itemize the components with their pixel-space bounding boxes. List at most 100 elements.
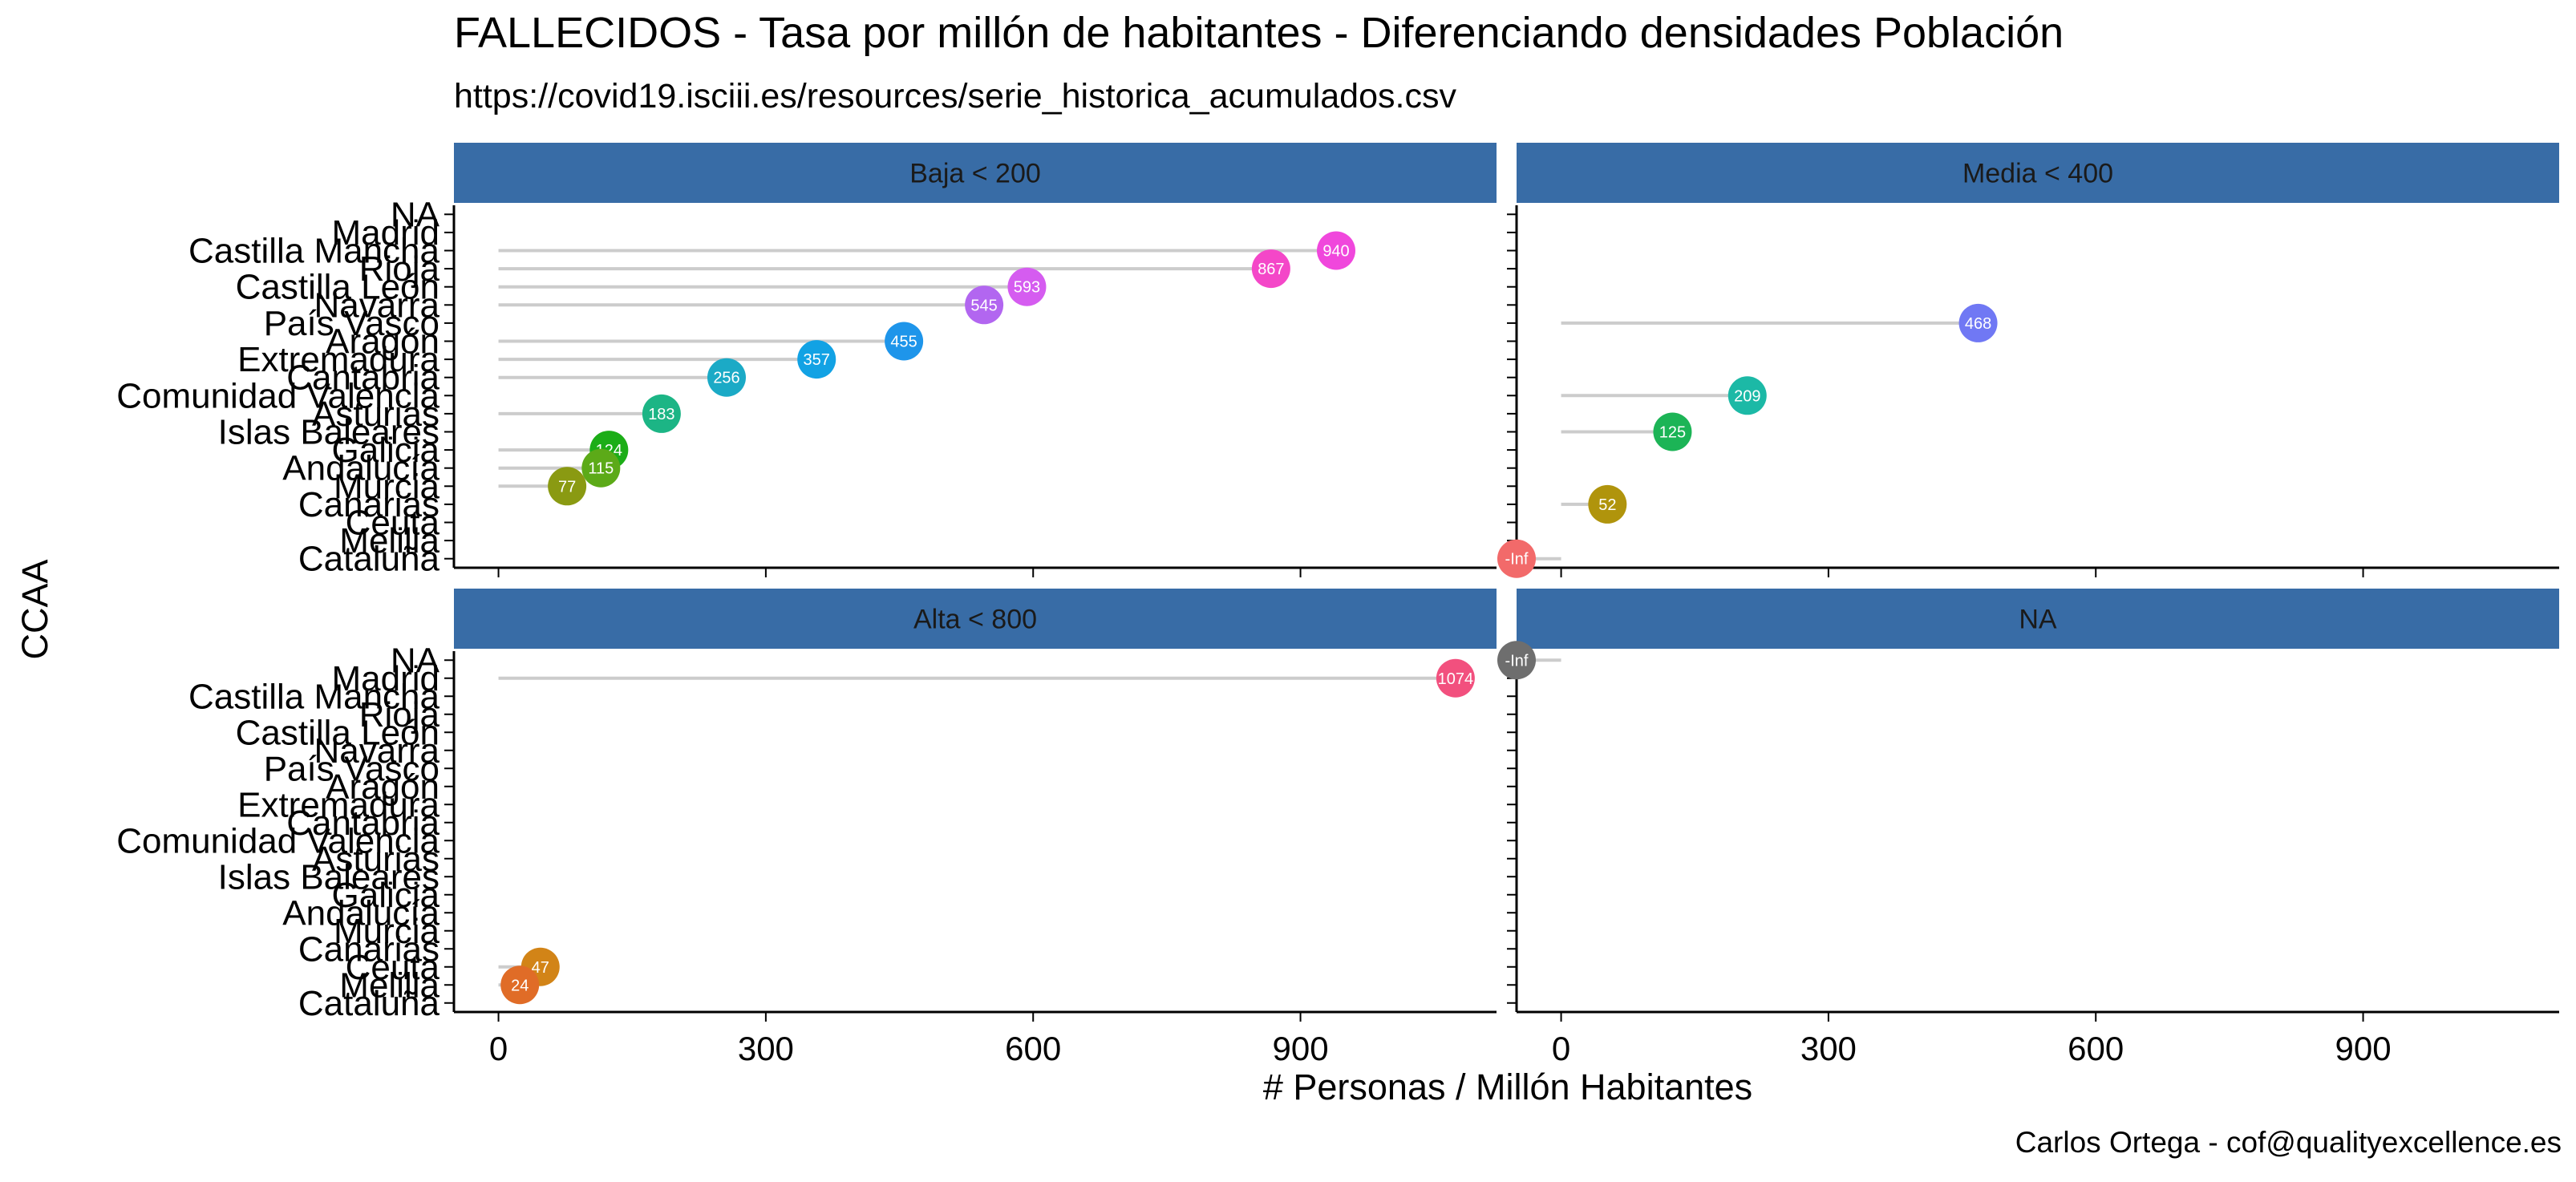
data-label-baja-200-andalucia: 115 <box>588 460 614 478</box>
point-media-400-pais-vasco <box>1958 303 1998 342</box>
y-tick-label-baja-200-murcia: Murcia <box>334 467 440 506</box>
point-na-na <box>1497 641 1536 680</box>
point-media-400-cataluna <box>1497 539 1536 578</box>
facet-strip-media-400 <box>1517 143 2559 203</box>
point-alta-800-madrid <box>1436 658 1475 698</box>
x-tick-label-alta-800-900: 900 <box>1273 1030 1329 1067</box>
point-alta-800-melilla <box>500 965 540 1005</box>
chart-subtitle: https://covid19.isciii.es/resources/seri… <box>454 77 1456 115</box>
point-baja-200-castilla-mancha <box>1317 231 1355 270</box>
y-tick-label-alta-800-murcia: Murcia <box>334 912 440 951</box>
y-tick-label-alta-800-cataluna: Cataluña <box>298 984 440 1023</box>
y-tick-label-baja-200-melilla: Melilla <box>339 521 439 561</box>
data-label-alta-800-madrid: 1074 <box>1438 670 1474 688</box>
y-tick-label-baja-200-cantabria: Cantabria <box>286 358 439 398</box>
facet-strip-label-na: NA <box>2019 605 2057 635</box>
y-tick-label-baja-200-ceuta: Ceuta <box>346 504 440 543</box>
y-tick-label-alta-800-castilla-mancha: Castilla Mancha <box>188 677 440 716</box>
y-tick-label-baja-200-aragon: Aragón <box>326 322 439 362</box>
y-tick-label-baja-200-extremadura: Extremadura <box>237 340 439 379</box>
data-label-baja-200-castilla-mancha: 940 <box>1322 243 1349 261</box>
facet-strip-label-media-400: Media < 400 <box>1962 159 2113 189</box>
y-axis-title: CCAA <box>14 559 55 660</box>
y-tick-label-alta-800-canarias: Canarias <box>298 929 439 969</box>
y-tick-label-baja-200-pais-vasco: País Vasco <box>264 304 439 343</box>
point-baja-200-extremadura <box>797 340 836 379</box>
y-tick-label-alta-800-galicia: Galicia <box>332 876 440 915</box>
y-tick-label-baja-200-andalucia: Andalucía <box>282 449 439 488</box>
x-tick-label-alta-800-0: 0 <box>489 1030 508 1067</box>
y-tick-label-baja-200-madrid: Madrid <box>332 213 440 253</box>
data-label-media-400-pais-vasco: 468 <box>1965 315 1991 333</box>
data-label-baja-200-navarra: 545 <box>970 297 997 314</box>
y-tick-label-alta-800-andalucia: Andalucía <box>282 893 439 933</box>
y-tick-label-alta-800-asturias: Asturias <box>312 840 439 879</box>
y-tick-label-baja-200-navarra: Navarra <box>314 285 440 325</box>
y-tick-label-alta-800-madrid: Madrid <box>332 659 440 698</box>
data-label-baja-200-cantabria: 256 <box>713 370 739 387</box>
data-label-na-na: -Inf <box>1505 652 1529 670</box>
point-media-400-canarias <box>1588 484 1627 524</box>
point-baja-200-castilla-leon <box>1007 267 1047 306</box>
y-tick-label-baja-200-castilla-mancha: Castilla Mancha <box>188 232 440 271</box>
point-baja-200-murcia <box>548 467 587 506</box>
x-tick-label-alta-800-600: 600 <box>1005 1030 1061 1067</box>
y-tick-label-baja-200-galicia: Galicia <box>332 431 440 470</box>
y-tick-label-alta-800-extremadura: Extremadura <box>237 785 439 824</box>
data-label-baja-200-asturias: 183 <box>648 406 674 423</box>
y-tick-label-baja-200-canarias: Canarias <box>298 485 439 524</box>
y-tick-label-alta-800-rioja: Rioja <box>359 695 440 735</box>
y-tick-label-baja-200-cataluna: Cataluña <box>298 540 440 579</box>
x-tick-label-na-0: 0 <box>1552 1030 1570 1067</box>
data-label-alta-800-ceuta: 47 <box>532 959 549 977</box>
y-tick-label-alta-800-comunidad-valencia: Comunidad Valencia <box>116 821 439 860</box>
point-baja-200-aragon <box>885 322 924 361</box>
x-tick-label-na-900: 900 <box>2335 1030 2392 1067</box>
y-tick-label-alta-800-pais-vasco: País Vasco <box>264 749 439 788</box>
data-label-baja-200-extremadura: 357 <box>804 351 830 369</box>
y-tick-label-baja-200-comunidad-valencia: Comunidad Valencia <box>116 376 439 415</box>
point-baja-200-andalucia <box>581 448 621 488</box>
facet-strip-alta-800 <box>454 589 1497 649</box>
chart-caption: Carlos Ortega - cof@qualityexcellence.es <box>2015 1126 2562 1159</box>
y-tick-label-baja-200-rioja: Rioja <box>359 249 440 289</box>
y-tick-label-baja-200-islas-baleares: Islas Baleares <box>218 413 439 452</box>
y-tick-label-baja-200-castilla-leon: Castilla León <box>236 268 439 307</box>
y-tick-label-baja-200-na: NA <box>391 195 440 234</box>
data-label-alta-800-melilla: 24 <box>511 977 529 994</box>
point-baja-200-navarra <box>965 285 1004 325</box>
data-label-media-400-islas-baleares: 125 <box>1659 424 1686 442</box>
x-tick-label-alta-800-300: 300 <box>738 1030 794 1067</box>
point-baja-200-rioja <box>1251 249 1290 289</box>
y-tick-label-alta-800-melilla: Melilla <box>339 965 439 1005</box>
facet-strip-baja-200 <box>454 143 1497 203</box>
facet-strip-label-alta-800: Alta < 800 <box>913 605 1037 635</box>
y-tick-label-alta-800-na: NA <box>391 641 440 680</box>
y-tick-label-alta-800-navarra: Navarra <box>314 731 440 771</box>
point-baja-200-asturias <box>642 394 681 433</box>
point-media-400-islas-baleares <box>1653 412 1692 451</box>
x-tick-label-na-600: 600 <box>2068 1030 2124 1067</box>
data-label-baja-200-murcia: 77 <box>558 478 576 496</box>
chart-title: FALLECIDOS - Tasa por millón de habitant… <box>454 9 2064 57</box>
data-label-baja-200-aragon: 455 <box>890 334 917 351</box>
point-baja-200-cantabria <box>707 358 746 397</box>
data-label-baja-200-rioja: 867 <box>1258 261 1284 278</box>
data-label-media-400-comunidad-valencia: 209 <box>1734 387 1760 405</box>
point-media-400-comunidad-valencia <box>1727 376 1767 415</box>
y-tick-label-alta-800-islas-baleares: Islas Baleares <box>218 857 439 897</box>
y-tick-label-alta-800-aragon: Aragón <box>326 767 439 807</box>
data-label-media-400-canarias: 52 <box>1598 496 1616 514</box>
data-label-baja-200-castilla-leon: 593 <box>1014 279 1040 297</box>
y-tick-label-baja-200-asturias: Asturias <box>312 395 439 434</box>
data-label-media-400-cataluna: -Inf <box>1505 551 1529 569</box>
y-tick-label-alta-800-castilla-leon: Castilla León <box>236 713 439 752</box>
y-tick-label-alta-800-ceuta: Ceuta <box>346 948 440 987</box>
facet-strip-label-baja-200: Baja < 200 <box>909 159 1041 189</box>
facet-strip-na <box>1517 589 2559 649</box>
x-tick-label-na-300: 300 <box>1800 1030 1857 1067</box>
y-tick-label-alta-800-cantabria: Cantabria <box>286 804 439 843</box>
x-axis-title: # Personas / Millón Habitantes <box>1262 1067 1753 1107</box>
